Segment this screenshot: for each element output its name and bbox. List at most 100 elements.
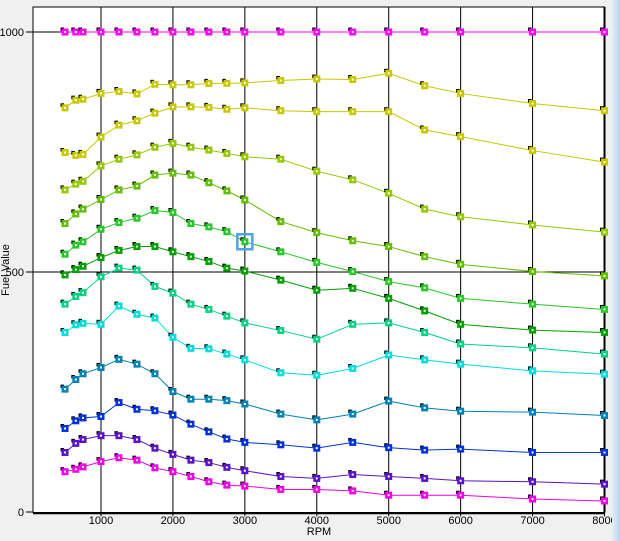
data-point-center <box>64 388 67 391</box>
data-point-center <box>531 270 534 273</box>
data-point-center <box>153 245 156 248</box>
data-point-center <box>117 267 120 270</box>
data-point-center <box>207 225 210 228</box>
data-point-center <box>207 398 210 401</box>
data-point-center <box>279 279 282 282</box>
data-point-center <box>189 105 192 108</box>
data-point-center <box>100 31 102 33</box>
data-point-center <box>387 475 390 478</box>
data-point-center <box>279 158 282 161</box>
data-point-center <box>74 378 77 381</box>
data-point-center <box>423 309 426 312</box>
data-point-center <box>74 442 77 445</box>
data-point-center <box>153 174 156 177</box>
data-point-center <box>153 317 156 320</box>
data-point-center <box>74 268 77 271</box>
data-point-center <box>459 92 462 95</box>
data-point-center <box>243 81 246 84</box>
x-tick-label: 2000 <box>161 515 185 527</box>
data-point-center <box>459 135 462 138</box>
data-point-center <box>207 31 210 33</box>
data-point-center <box>531 369 534 372</box>
data-point-center <box>459 363 462 366</box>
data-point-center <box>207 181 210 184</box>
data-point-center <box>459 263 462 266</box>
data-point-center <box>423 494 426 497</box>
data-point-center <box>351 441 354 444</box>
data-point-center <box>171 336 174 339</box>
data-point-center <box>82 98 85 101</box>
data-point-center <box>315 110 318 113</box>
x-tick-label: 7000 <box>520 515 544 527</box>
data-point-center <box>82 438 85 441</box>
y-tick-label: 500 <box>6 267 24 279</box>
data-point-center <box>387 280 390 283</box>
data-point-center <box>315 78 318 81</box>
data-point-center <box>387 446 390 449</box>
data-point-center <box>64 151 67 154</box>
data-point-center <box>171 453 174 456</box>
data-point-center <box>225 353 228 356</box>
data-point-center <box>64 253 67 256</box>
data-point-center <box>351 367 354 370</box>
data-point-center <box>603 483 606 486</box>
data-point-center <box>171 470 174 473</box>
data-point-center <box>423 128 426 131</box>
selected-cell-highlight[interactable] <box>236 233 254 251</box>
data-point-center <box>171 292 174 295</box>
data-point-center <box>171 31 174 33</box>
data-point-center <box>315 488 318 491</box>
data-point-center <box>153 83 156 86</box>
data-point-center <box>423 31 426 33</box>
x-axis-title: RPM <box>306 526 332 538</box>
data-point-center <box>135 153 138 156</box>
data-point-center <box>207 82 210 85</box>
data-point-center <box>189 347 192 350</box>
data-point-center <box>100 228 102 231</box>
data-point-center <box>189 222 192 225</box>
data-point-center <box>74 31 77 33</box>
data-point-center <box>603 353 606 356</box>
data-point-center <box>351 31 354 33</box>
data-point-center <box>531 411 534 414</box>
data-point-center <box>243 358 246 361</box>
data-point-center <box>423 477 426 480</box>
data-point-center <box>243 240 246 243</box>
data-point-center <box>243 270 246 273</box>
data-point-center <box>603 373 606 376</box>
data-point-center <box>225 108 228 111</box>
data-point-center <box>153 372 156 375</box>
data-point-center <box>243 485 246 488</box>
data-point-center <box>189 423 192 426</box>
data-point-center <box>531 31 534 33</box>
data-point-center <box>135 438 138 441</box>
data-point-center <box>603 31 606 33</box>
data-point-center <box>351 413 354 416</box>
data-point-center <box>531 329 534 332</box>
data-point-center <box>423 406 426 409</box>
data-point-center <box>171 250 174 253</box>
data-point-center <box>459 479 462 482</box>
y-tick-label: 0 <box>18 507 24 519</box>
data-point-center <box>74 419 77 422</box>
data-point-center <box>207 106 210 109</box>
data-point-center <box>351 178 354 181</box>
data-point-center <box>171 390 174 393</box>
data-point-center <box>74 154 77 157</box>
data-point-center <box>189 174 192 177</box>
data-point-center <box>459 343 462 345</box>
data-point-center <box>207 430 210 433</box>
data-point-center <box>82 240 85 243</box>
data-point-center <box>64 470 67 473</box>
data-point-center <box>135 185 138 188</box>
data-point-center <box>171 142 174 145</box>
data-point-center <box>315 338 318 341</box>
data-point-center <box>603 274 606 277</box>
data-point-center <box>279 329 282 332</box>
data-point-center <box>603 451 606 454</box>
data-point-center <box>64 106 67 109</box>
data-point-center <box>189 255 192 258</box>
data-point-center <box>100 164 102 167</box>
data-point-center <box>153 409 156 412</box>
data-point-center <box>315 31 318 33</box>
